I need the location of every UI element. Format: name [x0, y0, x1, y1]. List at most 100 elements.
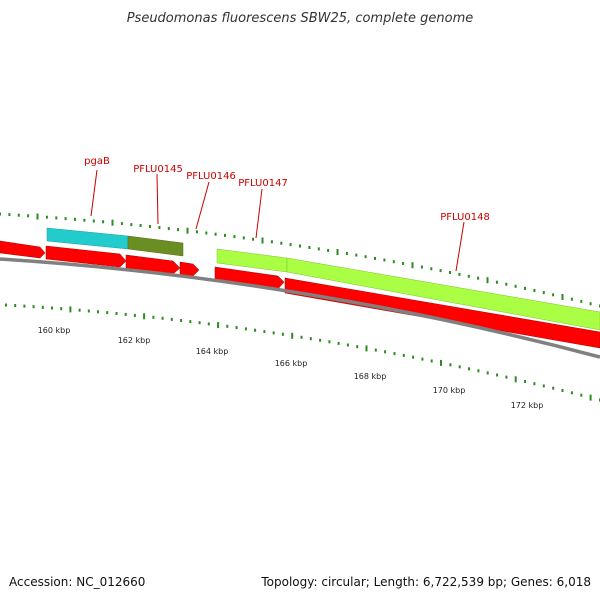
major-tick — [69, 306, 72, 313]
summary-text: Topology: circular; Length: 6,722,539 bp… — [260, 575, 591, 589]
minor-tick — [252, 237, 255, 241]
minor-tick — [32, 305, 35, 309]
minor-tick — [430, 359, 433, 363]
minor-tick — [580, 393, 583, 397]
minor-tick — [289, 243, 292, 247]
gene-label-pflu0148[interactable]: PFLU0148 — [440, 212, 490, 223]
minor-tick — [272, 331, 275, 335]
tick-label: 168 kbp — [354, 372, 387, 381]
minor-tick — [177, 228, 180, 232]
minor-tick — [281, 332, 284, 336]
minor-tick — [392, 260, 395, 264]
minor-tick — [514, 284, 517, 288]
major-tick — [261, 237, 264, 244]
minor-tick — [180, 319, 183, 322]
major-tick — [589, 394, 592, 401]
tick-label: 162 kbp — [118, 336, 151, 345]
major-tick — [36, 213, 39, 220]
minor-tick — [524, 286, 526, 290]
minor-tick — [242, 236, 245, 240]
minor-tick — [542, 291, 545, 295]
major-tick — [336, 249, 339, 255]
minor-tick — [8, 213, 11, 217]
minor-tick — [263, 330, 266, 334]
gene-bar-pflu0145[interactable] — [127, 235, 184, 257]
cds-track — [0, 240, 600, 349]
gene-labels: pgaB PFLU0145 PFLU0146 PFLU0147 PFLU0148 — [84, 156, 490, 272]
minor-tick — [467, 274, 470, 278]
cds-arrow-left[interactable] — [0, 240, 46, 259]
minor-tick — [449, 363, 452, 367]
minor-tick — [374, 256, 376, 260]
minor-tick — [355, 253, 358, 257]
minor-tick — [207, 322, 210, 326]
minor-tick — [356, 345, 359, 349]
major-tick — [217, 322, 220, 329]
minor-tick — [161, 316, 164, 320]
cds-arrow-pgab[interactable] — [45, 245, 127, 268]
gene-label-pflu0146[interactable]: PFLU0146 — [186, 171, 236, 182]
minor-tick — [158, 226, 161, 229]
minor-tick — [78, 308, 81, 312]
minor-tick — [115, 312, 118, 315]
minor-tick — [102, 220, 105, 224]
major-tick — [291, 332, 294, 339]
tick-label: 170 kbp — [433, 386, 466, 395]
minor-tick — [74, 217, 76, 221]
minor-tick — [0, 212, 1, 216]
minor-tick — [319, 338, 322, 342]
minor-tick — [412, 355, 415, 359]
minor-tick — [449, 271, 451, 274]
minor-tick — [570, 391, 573, 395]
minor-tick — [299, 244, 301, 248]
outer-tick-ring — [0, 212, 600, 308]
inner-tick-ring — [5, 303, 600, 402]
leader-line-pgab — [90, 169, 98, 217]
minor-tick — [226, 324, 229, 328]
gene-label-pflu0145[interactable]: PFLU0145 — [133, 164, 183, 175]
minor-tick — [533, 382, 536, 386]
minor-tick — [167, 227, 170, 231]
minor-tick — [524, 380, 527, 383]
gene-label-pflu0147[interactable]: PFLU0147 — [238, 178, 288, 189]
major-tick — [486, 277, 489, 284]
minor-tick — [468, 367, 470, 371]
minor-tick — [345, 252, 348, 255]
minor-tick — [486, 371, 489, 375]
cds-arrow-pflu0148[interactable] — [284, 277, 600, 349]
gene-label-pgab[interactable]: pgaB — [84, 156, 110, 167]
minor-tick — [580, 299, 583, 303]
minor-tick — [308, 246, 311, 249]
inner-ticks — [5, 303, 600, 402]
minor-tick — [300, 335, 303, 339]
minor-tick — [233, 235, 236, 239]
minor-tick — [458, 272, 461, 276]
cds-arrow-pflu0146[interactable] — [179, 261, 200, 277]
minor-tick — [92, 219, 95, 223]
minor-tick — [152, 315, 155, 319]
minor-tick — [495, 280, 498, 284]
minor-tick — [384, 350, 387, 354]
minor-tick — [27, 214, 30, 218]
minor-tick — [439, 269, 442, 273]
minor-tick — [149, 225, 151, 228]
minor-tick — [383, 258, 386, 262]
cds-arrow-pflu0145[interactable] — [125, 254, 181, 275]
minor-tick — [224, 233, 226, 237]
major-tick — [365, 345, 368, 352]
minor-tick — [552, 386, 555, 390]
minor-tick — [458, 365, 461, 369]
major-tick — [561, 294, 564, 300]
minor-tick — [589, 302, 592, 306]
minor-tick — [189, 320, 192, 324]
minor-tick — [83, 218, 86, 222]
leader-line-pflu0148 — [455, 221, 465, 272]
gene-bar-pflu0148[interactable] — [286, 257, 600, 331]
minor-tick — [542, 384, 545, 388]
tick-label: 164 kbp — [196, 347, 229, 356]
minor-tick — [198, 321, 201, 325]
gene-bar-pgab[interactable] — [46, 227, 129, 250]
major-tick — [411, 262, 414, 269]
leader-line-pflu0147 — [255, 188, 263, 239]
